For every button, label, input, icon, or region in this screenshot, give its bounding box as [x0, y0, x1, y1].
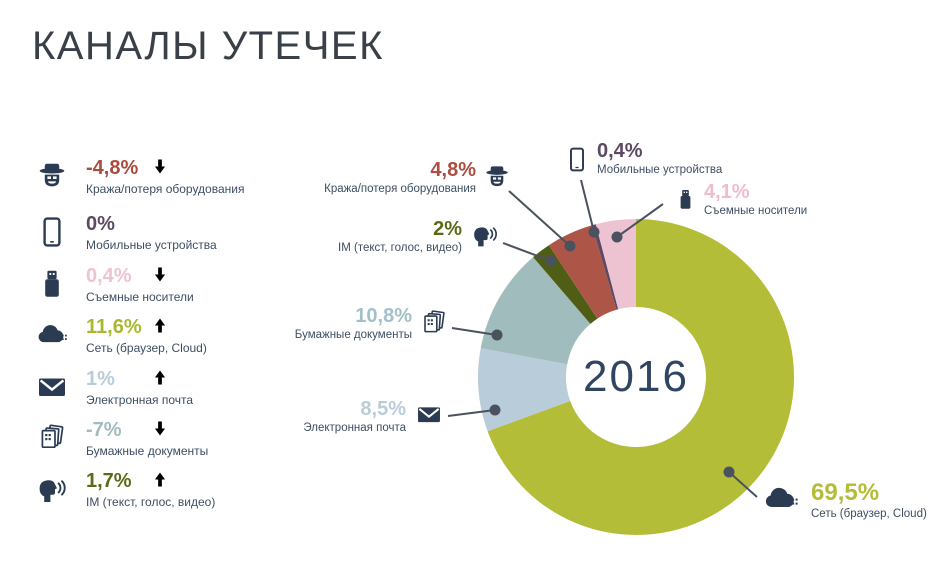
pie-value: 8,5% [360, 398, 406, 420]
legend-label: Электронная почта [86, 393, 194, 407]
leader-line-theft [508, 190, 571, 247]
pie-value: 69,5% [811, 479, 880, 506]
mail-icon [413, 401, 445, 428]
leader-dot-removable [611, 231, 623, 243]
tablet-icon [564, 143, 590, 176]
leader-dot-email [489, 404, 501, 416]
legend-value: 1,7% [86, 470, 132, 492]
pie-callout-email: 8,5% Электронная почта [303, 399, 445, 434]
legend-item-im: 1,7% IM (текст, голос, видео) [36, 471, 316, 509]
leader-line-email [447, 409, 496, 417]
legend-value: 0,4% [86, 265, 132, 287]
legend-label: Кража/потеря оборудования [86, 182, 245, 196]
legend-value: -4,8% [86, 157, 139, 179]
legend-value: 0% [86, 213, 115, 235]
pie-callout-net: 69,5% Сеть (браузер, Cloud) [758, 481, 927, 520]
donut-center-year: 2016 [583, 352, 689, 401]
leader-line-removable [616, 203, 664, 238]
pie-slice-removable [595, 219, 636, 310]
pie-callout-paper: 10,8% Бумажные документы [295, 306, 449, 341]
pie-value: 4,1% [704, 181, 750, 203]
legend-label: IM (текст, голос, видео) [86, 495, 216, 509]
legend-label: Бумажные документы [86, 444, 209, 458]
pie-slice-email [478, 348, 571, 432]
pie-label-text: Мобильные устройства [597, 164, 723, 176]
pie-slice-mobile [592, 224, 619, 310]
spy-icon [483, 162, 511, 192]
pie-slice-paper [480, 257, 591, 365]
legend-item-removable: 0,4% Съемные носители [36, 266, 316, 304]
leader-dot-net [723, 466, 735, 478]
pie-value: 0,4% [597, 140, 643, 162]
pie-value: 10,8% [355, 305, 412, 327]
legend-item-theft: -4,8% Кража/потеря оборудования [36, 158, 316, 196]
legend-value: -7% [86, 419, 122, 441]
leader-dot-theft [564, 240, 576, 252]
pie-label-text: Кража/потеря оборудования [324, 183, 476, 195]
legend-item-mobile: 0% Мобильные устройства [36, 214, 316, 252]
pie-callout-theft: 4,8% Кража/потеря оборудования [324, 160, 511, 195]
pie-slice-net [487, 218, 795, 535]
legend-label: Сеть (браузер, Cloud) [86, 341, 207, 355]
legend-item-paper: -7% Бумажные документы [36, 420, 316, 458]
legend-item-email: 1% Электронная почта [36, 369, 316, 407]
leader-dot-im [545, 255, 557, 267]
pie-label-text: Сеть (браузер, Cloud) [811, 508, 927, 520]
pie-value: 2% [433, 218, 462, 240]
legend-label: Мобильные устройства [86, 238, 217, 252]
legend-item-net: 11,6% Сеть (браузер, Cloud) [36, 317, 316, 355]
legend-value: 11,6% [86, 316, 142, 338]
leader-line-im [502, 242, 552, 262]
pie-callout-removable: 4,1% Съемные носители [674, 182, 807, 217]
leader-line-net [728, 471, 758, 498]
leader-dot-paper [491, 329, 503, 341]
pie-label-text: Электронная почта [303, 422, 406, 434]
usb-icon [674, 184, 697, 215]
pie-label-text: Съемные носители [704, 205, 808, 217]
pie-value: 4,8% [430, 159, 476, 181]
documents-icon [419, 308, 449, 338]
pie-callout-mobile: 0,4% Мобильные устройства [564, 141, 722, 176]
pie-label-text: IM (текст, голос, видео) [338, 242, 462, 254]
im-icon [469, 221, 501, 249]
leader-dot-mobile [588, 226, 600, 238]
leader-line-paper [451, 327, 498, 336]
cloud-icon [758, 483, 804, 515]
page-title: КАНАЛЫ УТЕЧЕК [32, 24, 384, 68]
legend-label: Съемные носители [86, 290, 194, 304]
leader-line-mobile [580, 179, 595, 233]
pie-label-text: Бумажные документы [294, 329, 412, 341]
legend-value: 1% [86, 368, 115, 390]
pie-callout-im: 2% IM (текст, голос, видео) [338, 219, 501, 254]
